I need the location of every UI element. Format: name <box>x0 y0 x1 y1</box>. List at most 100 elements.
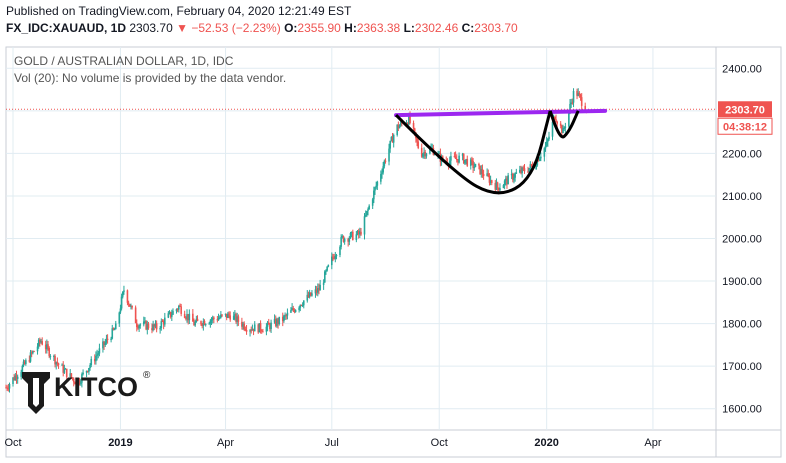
candle-body <box>388 148 390 162</box>
candle-body <box>88 368 90 372</box>
candle-body <box>277 319 279 324</box>
change-text: −52.53 (−2.23%) <box>191 21 281 35</box>
price-tick-label: 2200.00 <box>722 148 762 160</box>
candle-body <box>269 324 271 330</box>
candle-body <box>130 305 132 307</box>
candle-body <box>540 156 542 159</box>
candle-body <box>161 321 164 323</box>
candle-body <box>325 270 327 272</box>
candle-body <box>252 328 255 332</box>
symbol-label: FX_IDC:XAUAUD, 1D <box>6 21 127 35</box>
candle-body <box>363 216 366 235</box>
candle-body <box>23 361 26 365</box>
price-tick-label: 1700.00 <box>722 361 762 373</box>
candle-body <box>382 166 384 173</box>
candle-body <box>486 173 488 177</box>
candle-body <box>270 322 272 330</box>
candle-body <box>167 313 170 318</box>
countdown-badge <box>717 117 773 135</box>
candle-body <box>178 305 180 310</box>
time-axis[interactable]: Oct 2019 Apr Jul Oct 2020 Apr <box>4 437 661 449</box>
volume-note: Vol (20): No volume is provided by the d… <box>14 71 287 85</box>
candle-body <box>188 313 191 321</box>
candle-body <box>262 331 264 333</box>
candle-body <box>424 151 427 157</box>
candle-body <box>47 344 49 348</box>
candle-body <box>515 172 518 174</box>
candles <box>5 88 588 393</box>
candle-body <box>113 329 116 331</box>
candle-body <box>521 167 523 173</box>
candle-body <box>564 126 567 129</box>
chart-frame <box>5 46 782 458</box>
candle-body <box>471 159 473 162</box>
candle-body <box>390 137 393 141</box>
candle-body <box>368 205 370 210</box>
candle-body <box>302 300 305 306</box>
candle-body <box>343 238 346 242</box>
candle-body <box>342 236 345 242</box>
candle-body <box>538 158 541 161</box>
open-label: O: <box>284 21 298 35</box>
candle-body <box>398 125 401 129</box>
candle-body <box>16 376 19 379</box>
candle-body <box>356 230 359 235</box>
candle-body <box>580 97 583 106</box>
candle-body <box>494 183 497 190</box>
candle-body <box>243 323 246 330</box>
candle-body <box>175 309 178 312</box>
candle-body <box>318 288 320 291</box>
last-price-label: 2303.70 04:38:12 <box>717 101 773 135</box>
candle-body <box>56 361 59 364</box>
candle-body <box>85 370 88 373</box>
candle-body <box>151 328 153 331</box>
candle-body <box>474 163 477 168</box>
candle-body <box>41 341 44 345</box>
candle-body <box>102 341 104 349</box>
candle-body <box>187 314 189 321</box>
candle-body <box>293 310 296 313</box>
candle-body <box>154 323 157 327</box>
candle-body <box>235 314 237 322</box>
price-tick-label: 1600.00 <box>722 404 762 416</box>
candle-body <box>137 327 139 329</box>
candle-body <box>391 137 394 143</box>
candle-body <box>512 173 514 180</box>
price-axis[interactable]: 1600.00 1700.00 1800.00 1900.00 2000.00 2100.… <box>722 63 762 415</box>
candle-body <box>72 378 75 383</box>
candle-body <box>422 153 424 157</box>
candle-body <box>341 236 344 238</box>
candle-body <box>572 91 575 103</box>
neckline-resistance <box>394 108 608 118</box>
candle-body <box>458 155 460 163</box>
candle-body <box>535 165 537 170</box>
candle-body <box>466 158 469 166</box>
candle-body <box>316 288 319 293</box>
candle-body <box>168 311 171 314</box>
candle-body <box>193 321 195 326</box>
candle-body <box>326 266 328 271</box>
price-tick-label: 1800.00 <box>722 319 762 331</box>
time-tick-label: 2020 <box>534 437 558 449</box>
candle-body <box>506 178 508 185</box>
candle-body <box>322 282 325 285</box>
candle-body <box>13 377 15 380</box>
candle-body <box>119 308 122 313</box>
candle-body <box>562 128 564 134</box>
candle-body <box>160 321 163 329</box>
candle-body <box>90 358 93 366</box>
candle-body <box>299 304 302 308</box>
candle-body <box>334 256 337 259</box>
candle-body <box>98 348 101 354</box>
candle-body <box>323 271 326 283</box>
candle-body <box>496 182 499 188</box>
candle-body <box>93 358 96 362</box>
candle-body <box>281 316 284 322</box>
time-tick-label: Oct <box>4 437 21 449</box>
down-arrow-icon: ▼ <box>176 21 188 35</box>
candle-body <box>77 380 80 385</box>
candle-body <box>505 178 507 181</box>
candle-body <box>579 94 582 98</box>
candle-body <box>159 328 161 330</box>
